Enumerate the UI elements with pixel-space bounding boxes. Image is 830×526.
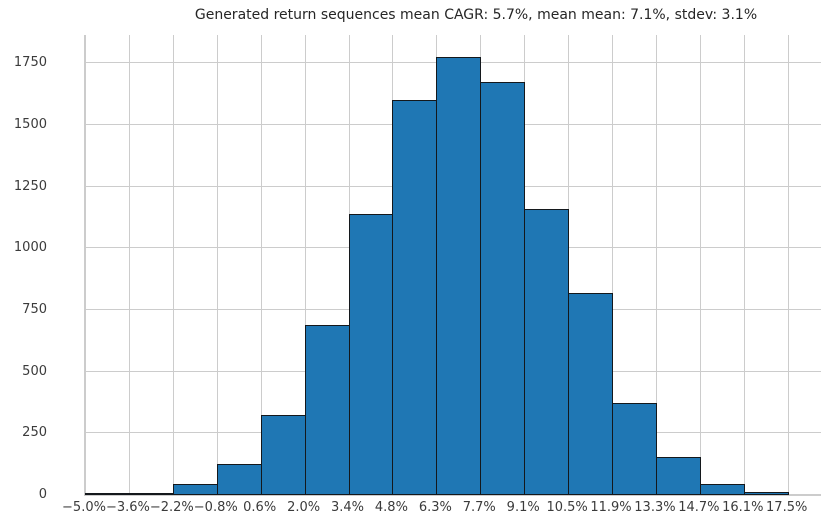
histogram-bar xyxy=(172,483,218,495)
histogram-bar xyxy=(392,100,438,495)
x-tick-label: 9.1% xyxy=(506,500,540,515)
y-tick-label: 750 xyxy=(22,302,47,317)
histogram-bar xyxy=(304,324,350,495)
y-tick-label: 1000 xyxy=(13,240,47,256)
histogram-bar xyxy=(85,493,130,495)
v-gridline xyxy=(743,35,745,495)
x-tick-label: −5.0% xyxy=(62,500,106,515)
y-tick-label: 500 xyxy=(22,363,47,379)
y-tick-label: 0 xyxy=(38,487,47,502)
x-tick-label: 6.3% xyxy=(418,500,452,515)
y-tick-label: 1250 xyxy=(13,178,47,194)
v-gridline xyxy=(699,35,701,495)
x-tick-label: 16.1% xyxy=(722,500,764,515)
histogram-bar xyxy=(216,464,262,495)
histogram-bar xyxy=(480,81,526,495)
v-gridline xyxy=(216,35,218,495)
x-tick-label: 10.5% xyxy=(546,500,588,515)
y-tick-label: 1500 xyxy=(13,117,47,133)
x-tick-label: 0.6% xyxy=(243,500,277,515)
v-gridline xyxy=(128,35,130,495)
x-tick-label: 17.5% xyxy=(766,500,808,515)
x-tick-label: 11.9% xyxy=(590,500,632,515)
x-tick-label: 3.4% xyxy=(330,500,365,515)
histogram-bar xyxy=(612,403,657,495)
y-tick-label: 250 xyxy=(22,425,47,441)
histogram-bar xyxy=(260,414,306,495)
histogram-bar xyxy=(699,483,745,495)
x-tick-label: 13.3% xyxy=(634,500,676,515)
histogram-bar xyxy=(568,292,613,495)
x-tick-label: −0.8% xyxy=(193,500,238,515)
v-gridline xyxy=(612,35,614,495)
v-gridline xyxy=(787,35,789,495)
histogram-bar xyxy=(524,208,570,495)
v-gridline xyxy=(260,35,262,495)
histogram-bar xyxy=(436,57,482,495)
histogram-bar xyxy=(128,493,174,495)
v-gridline xyxy=(304,35,306,495)
x-tick-label: −2.2% xyxy=(149,500,194,515)
histogram-bar xyxy=(743,492,789,495)
histogram-bar xyxy=(348,213,394,495)
x-tick-label: 2.0% xyxy=(287,500,321,515)
x-tick-label: 7.7% xyxy=(462,500,496,515)
v-gridline xyxy=(172,35,174,495)
v-gridline xyxy=(655,35,657,495)
plot-area xyxy=(84,35,821,496)
x-tick-label: 4.8% xyxy=(374,500,408,515)
y-tick-label: 1750 xyxy=(13,55,47,71)
chart-title: Generated return sequences mean CAGR: 5.… xyxy=(194,7,758,23)
x-tick-label: −3.6% xyxy=(105,500,150,515)
x-tick-label: 14.7% xyxy=(678,500,720,515)
v-gridline xyxy=(85,35,86,495)
histogram-bar xyxy=(655,456,701,495)
